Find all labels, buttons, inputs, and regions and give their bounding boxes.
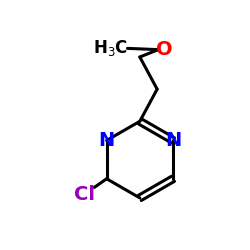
Text: N: N [98, 131, 115, 150]
Text: O: O [156, 40, 173, 59]
Text: Cl: Cl [74, 185, 95, 204]
Text: H$_3$C: H$_3$C [92, 38, 128, 58]
Text: N: N [165, 131, 181, 150]
